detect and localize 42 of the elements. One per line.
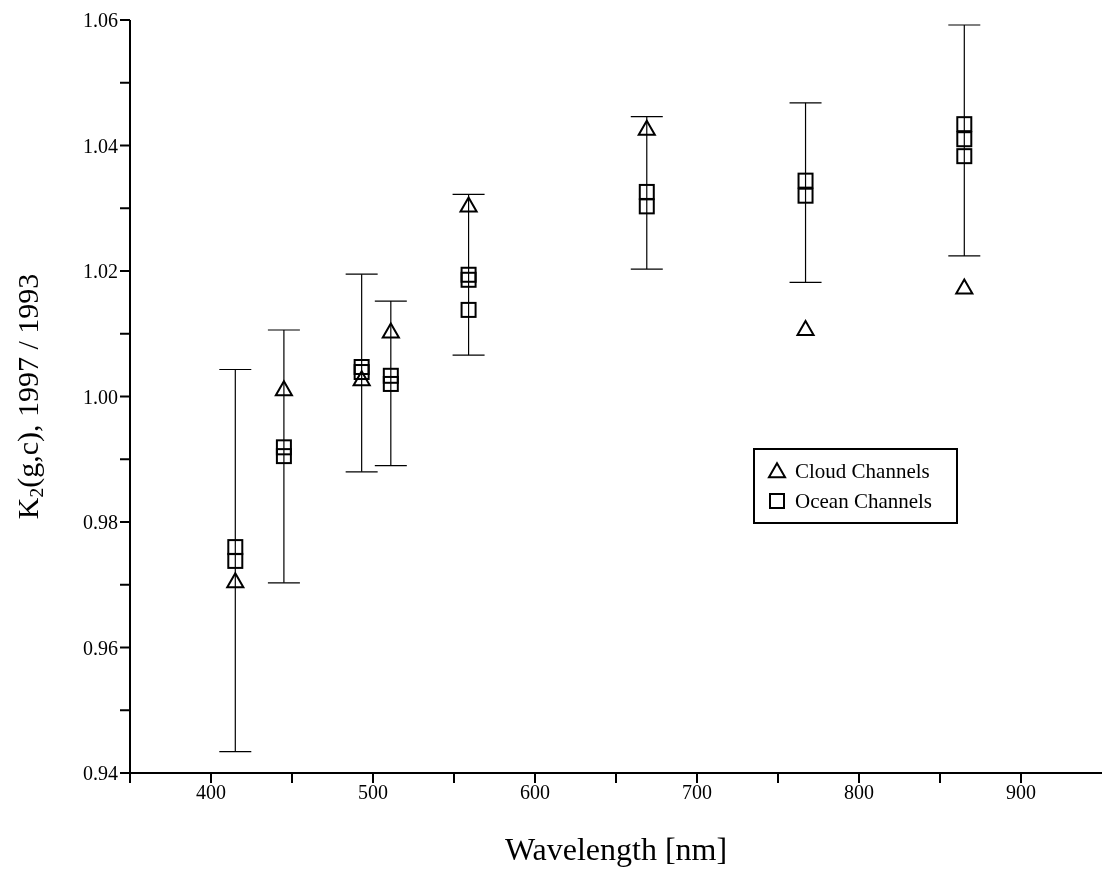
point [382, 375, 399, 392]
point [460, 266, 477, 283]
point [460, 271, 477, 288]
point [796, 320, 815, 337]
y-tick-label: 1.02 [83, 260, 118, 283]
point [956, 116, 973, 133]
point [638, 183, 655, 200]
point [274, 380, 293, 397]
point [353, 364, 370, 381]
point [956, 148, 973, 165]
y-tick-label: 0.98 [83, 511, 118, 534]
point [459, 196, 478, 213]
point [226, 572, 245, 589]
point [227, 552, 244, 569]
point [227, 539, 244, 556]
point [353, 359, 370, 376]
point [638, 198, 655, 215]
x-tick-label: 500 [358, 781, 388, 804]
point [352, 370, 371, 387]
point [797, 187, 814, 204]
y-tick-label: 0.96 [83, 636, 118, 659]
y-tick-label: 1.06 [83, 9, 118, 32]
x-tick-label: 900 [1006, 781, 1036, 804]
point [797, 172, 814, 189]
legend-label: Cloud Channels [795, 458, 930, 485]
point [956, 131, 973, 148]
y-tick-label: 0.94 [83, 762, 118, 785]
point [460, 301, 477, 318]
point [637, 119, 656, 136]
y-tick-label: 1.04 [83, 134, 118, 157]
x-tick-label: 800 [844, 781, 874, 804]
point [275, 448, 292, 465]
point [955, 278, 974, 295]
x-tick-label: 400 [196, 781, 226, 804]
x-tick-label: 600 [520, 781, 550, 804]
x-axis-title: Wavelength [nm] [504, 831, 728, 867]
point [275, 439, 292, 456]
point [381, 322, 400, 339]
legend-label: Ocean Channels [795, 488, 933, 515]
point [382, 367, 399, 384]
y-tick-label: 1.00 [83, 385, 118, 408]
x-tick-label: 700 [682, 781, 712, 804]
